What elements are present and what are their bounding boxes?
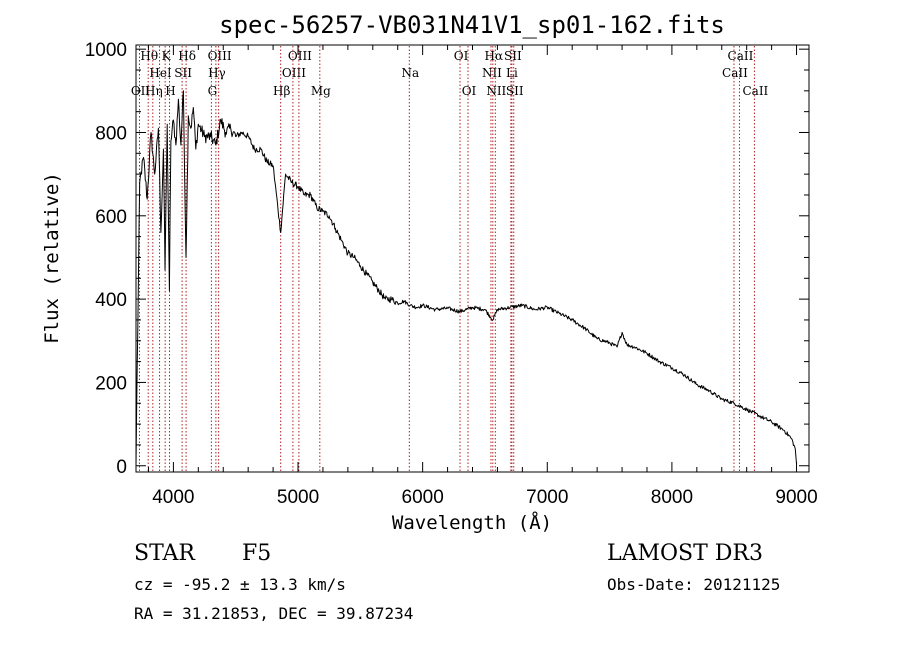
redshift-info: cz = -95.2 ± 13.3 km/s xyxy=(134,575,346,594)
y-tick-label: 0 xyxy=(116,457,127,478)
spectral-line-label-CaII_8542: CaII xyxy=(728,49,754,63)
spectral-line-label-Gband: G xyxy=(208,84,218,98)
spectrum-line xyxy=(135,90,797,466)
spectral-line-label-Li: Li xyxy=(506,66,518,80)
spectral-line-label-NII_6548: NII xyxy=(482,66,502,80)
spectral-line-label-OIII_5007: OIII xyxy=(288,49,312,63)
x-tick-label: 4000 xyxy=(152,487,194,508)
x-tick-label: 5000 xyxy=(277,487,319,508)
x-tick-label: 7000 xyxy=(526,487,568,508)
x-tick-label: 9000 xyxy=(775,487,817,508)
survey-name: LAMOST DR3 xyxy=(607,541,763,566)
y-tick-label: 800 xyxy=(95,123,127,144)
spectral-line-label-Hdelta: Hδ xyxy=(178,49,196,63)
spectral-line-label-Halpha: Hα xyxy=(485,49,504,63)
spectral-line-label-CaK: K xyxy=(162,49,172,63)
spectrum-layer xyxy=(135,90,797,466)
y-tick-label: 200 xyxy=(95,373,127,394)
spectral-line-label-CaII_8662: CaII xyxy=(742,84,768,98)
y-tick-label: 600 xyxy=(95,207,127,228)
spectral-line-label-Mg: Mg xyxy=(311,84,331,98)
y-axis-title: Flux (relative) xyxy=(41,172,63,344)
x-axis-title: Wavelength (Å) xyxy=(392,511,552,534)
y-tick-label: 400 xyxy=(95,290,127,311)
spectral-line-label-HeI: HeI xyxy=(149,66,172,80)
x-tick-label: 8000 xyxy=(651,487,693,508)
spectral-line-label-Na: Na xyxy=(401,66,419,80)
spectral-line-label-SII_6731: SII xyxy=(506,84,524,98)
spectral-line-label-OI_6364: OI xyxy=(462,84,477,98)
spectral-line-label-Hgamma: Hγ xyxy=(208,66,226,80)
axis-ticks: 4000 5000 6000 7000 8000 9000 0 200 400 600 800 100… xyxy=(85,40,818,508)
spectral-line-label-CaII_8498: CaII xyxy=(722,66,748,80)
obs-date: Obs-Date: 20121125 xyxy=(607,575,780,594)
y-tick-label: 1000 xyxy=(85,40,127,61)
spectral-lines-layer: OIIHθHηKHeIHSIIHδHγGOIIIHβOIIIOIIIMgNaOI… xyxy=(131,46,769,471)
coordinates: RA = 31.21853, DEC = 39.87234 xyxy=(134,604,413,623)
spectral-line-label-OI_6300: OI xyxy=(454,49,469,63)
chart-title: spec-56257-VB031N41V1_sp01-162.fits xyxy=(219,11,725,39)
plot-frame xyxy=(135,44,810,473)
spectral-line-label-OIII_4959: OIII xyxy=(282,66,306,80)
x-tick-label: 6000 xyxy=(402,487,444,508)
spectral-line-label-Htheta: Hθ xyxy=(140,49,158,63)
spectral-line-label-Heta: Hη xyxy=(145,84,163,98)
spectral-line-label-CaH: H xyxy=(165,84,175,98)
spectral-line-label-SII_6716: SII xyxy=(504,49,522,63)
spectral-line-label-Hbeta: Hβ xyxy=(273,84,290,98)
spectral-line-label-SII: SII xyxy=(174,66,192,80)
spectral-line-label-OIII_4363: OIII xyxy=(208,49,232,63)
object-class: STAR xyxy=(134,541,196,566)
spectral-line-label-NII_6583: NII xyxy=(486,84,506,98)
object-subclass: F5 xyxy=(242,541,271,566)
